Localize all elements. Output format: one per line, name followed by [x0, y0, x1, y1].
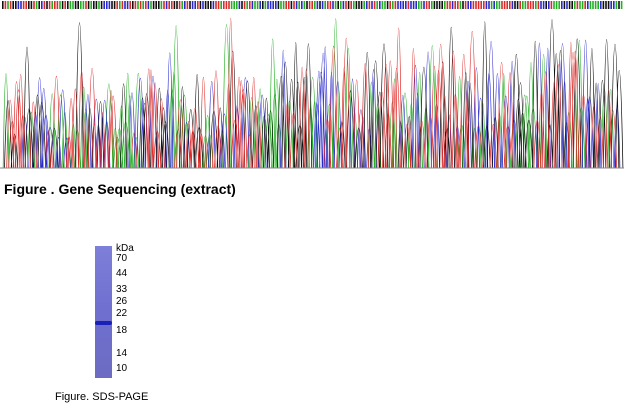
marker-label: 44 — [116, 268, 128, 279]
marker-label: 14 — [116, 348, 128, 359]
marker-label: 18 — [116, 325, 128, 336]
marker-label: 33 — [116, 284, 128, 295]
unit-label: kDa — [116, 243, 134, 254]
trace — [6, 18, 618, 169]
chromatogram — [0, 1, 624, 169]
marker-label: 26 — [116, 296, 128, 307]
trace — [2, 18, 615, 169]
gel-band — [95, 321, 112, 325]
sequence-strip — [2, 1, 623, 9]
marker-label: 22 — [116, 308, 128, 319]
caption: Figure . Gene Sequencing (extract) — [4, 181, 236, 197]
caption: Figure. SDS-PAGE — [55, 391, 149, 403]
marker-label: 70 — [116, 253, 128, 264]
gel-lane — [95, 246, 112, 378]
marker-label: 10 — [116, 363, 128, 374]
trace — [21, 40, 621, 169]
